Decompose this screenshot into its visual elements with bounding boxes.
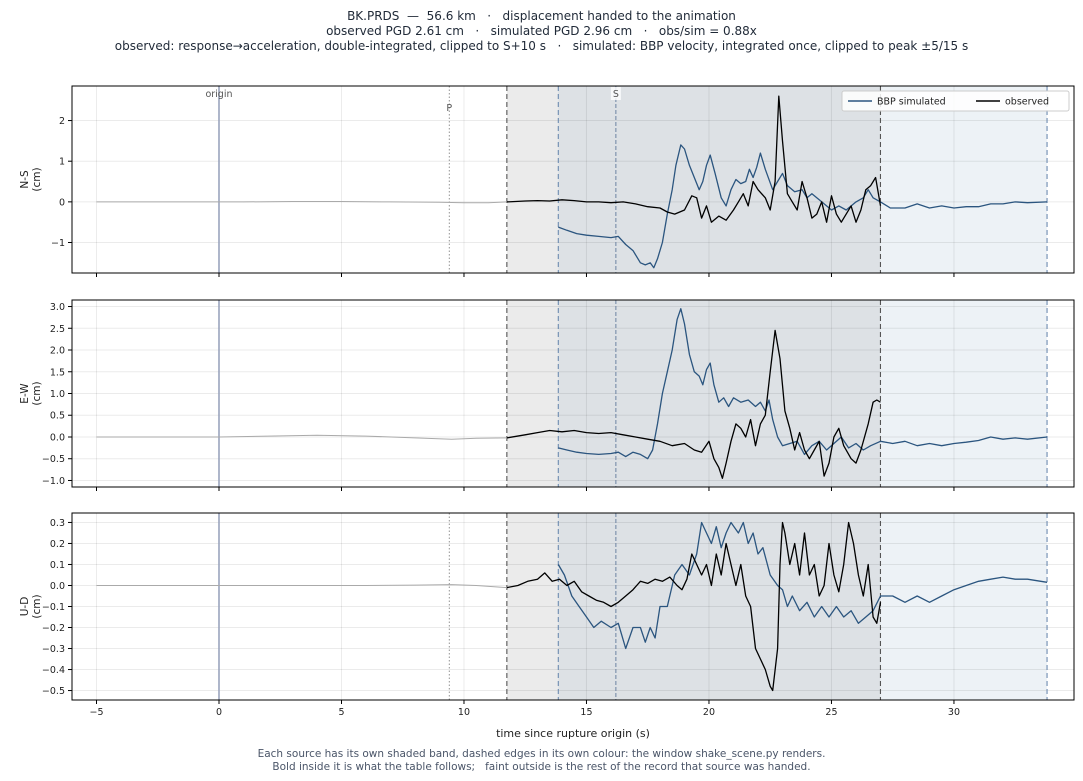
series-line-simulated bbox=[557, 521, 1048, 650]
footnote-line-1: Each source has its own shaded band, das… bbox=[257, 748, 826, 760]
y-tick-label: 1.5 bbox=[50, 367, 65, 378]
y-tick-label: 0.0 bbox=[50, 432, 65, 443]
y-axis-label: U-D(cm) bbox=[19, 594, 43, 618]
y-axis-label-line: E-W bbox=[19, 383, 31, 404]
series-line-faint bbox=[96, 201, 507, 204]
y-tick-label: −1 bbox=[51, 238, 65, 249]
y-tick-label: −0.3 bbox=[42, 644, 65, 655]
y-tick-label: 0.1 bbox=[50, 560, 65, 571]
y-tick-label: 2.0 bbox=[50, 346, 65, 357]
y-tick-label: −0.5 bbox=[42, 454, 65, 465]
y-tick-label: 2.5 bbox=[50, 324, 65, 335]
s-label-box bbox=[610, 87, 621, 100]
s-arrival-label: S bbox=[613, 89, 619, 100]
y-tick-label: −0.2 bbox=[42, 623, 65, 634]
y-axis-label: E-W(cm) bbox=[19, 381, 43, 405]
y-tick-label: 2 bbox=[59, 116, 65, 127]
series-line-observed bbox=[506, 329, 881, 479]
y-tick-label: 0.3 bbox=[50, 518, 65, 529]
origin-label: origin bbox=[205, 89, 232, 100]
p-arrival-label: P bbox=[446, 103, 452, 114]
x-tick-label: −5 bbox=[89, 707, 103, 718]
x-tick-label: 25 bbox=[825, 707, 837, 718]
y-tick-label: 0.2 bbox=[50, 539, 65, 550]
overlap-window-band bbox=[558, 86, 881, 273]
x-tick-label: 20 bbox=[703, 707, 715, 718]
panel-2: −1.0 −0.5 0.0 0.5 1.0 1.5 2.0 2.5 3.0 E-W(cm) bbox=[19, 299, 1075, 491]
overlap-window-band bbox=[558, 300, 881, 487]
y-axis-label: N-S(cm) bbox=[19, 167, 43, 191]
chart-title-line-3: observed: response→acceleration, double-… bbox=[114, 39, 969, 53]
y-tick-label: 1.0 bbox=[50, 389, 65, 400]
y-axis-label-line: N-S bbox=[19, 170, 31, 189]
series-line-faint bbox=[96, 584, 507, 589]
x-tick-label: 10 bbox=[458, 707, 470, 718]
y-tick-label: 0.5 bbox=[50, 411, 65, 422]
chart-title-line-2: observed PGD 2.61 cm · simulated PGD 2.9… bbox=[326, 24, 757, 38]
y-tick-label: 1 bbox=[59, 157, 65, 168]
x-tick-label: 30 bbox=[948, 707, 960, 718]
x-tick-label: 15 bbox=[580, 707, 592, 718]
x-axis-label: time since rupture origin (s) bbox=[496, 727, 650, 740]
legend-label-simulated: BBP simulated bbox=[877, 97, 946, 108]
y-tick-label: 3.0 bbox=[50, 302, 65, 313]
y-tick-label: −0.5 bbox=[42, 686, 65, 697]
y-tick-label: 0.0 bbox=[50, 581, 65, 592]
y-tick-label: −1.0 bbox=[42, 476, 65, 487]
y-axis-label-line: (cm) bbox=[31, 167, 43, 191]
panel-3: −0.5 −0.4 −0.3 −0.2 −0.1 0.0 0.1 0.2 0.3 U-D(cm) −… bbox=[19, 512, 1075, 718]
y-axis-label-line: (cm) bbox=[31, 381, 43, 405]
series-line-simulated bbox=[558, 144, 1048, 269]
y-tick-label: 0 bbox=[59, 197, 65, 208]
series-line-observed bbox=[506, 521, 882, 692]
series-line-faint bbox=[96, 434, 507, 440]
x-tick-label: 0 bbox=[216, 707, 222, 718]
y-tick-label: −0.1 bbox=[42, 602, 65, 613]
legend-label-observed: observed bbox=[1005, 97, 1049, 108]
y-tick-label: −0.4 bbox=[42, 665, 65, 676]
panel-frame bbox=[71, 85, 1075, 274]
series-line-observed bbox=[506, 95, 882, 223]
y-axis-label-line: U-D bbox=[19, 597, 31, 617]
legend-box bbox=[841, 90, 1070, 112]
x-tick-label: 5 bbox=[338, 707, 344, 718]
footnote-line-2: Bold inside it is what the table follows… bbox=[272, 761, 811, 773]
series-line-simulated bbox=[558, 308, 1048, 460]
legend: BBP simulated observed bbox=[841, 90, 1070, 112]
chart-title-line-1: BK.PRDS — 56.6 km · displacement handed … bbox=[347, 9, 736, 23]
panel-1: origin P S −1 0 1 2 N-S(cm) BBP simulated observe… bbox=[19, 85, 1075, 277]
y-axis-label-line: (cm) bbox=[31, 594, 43, 618]
